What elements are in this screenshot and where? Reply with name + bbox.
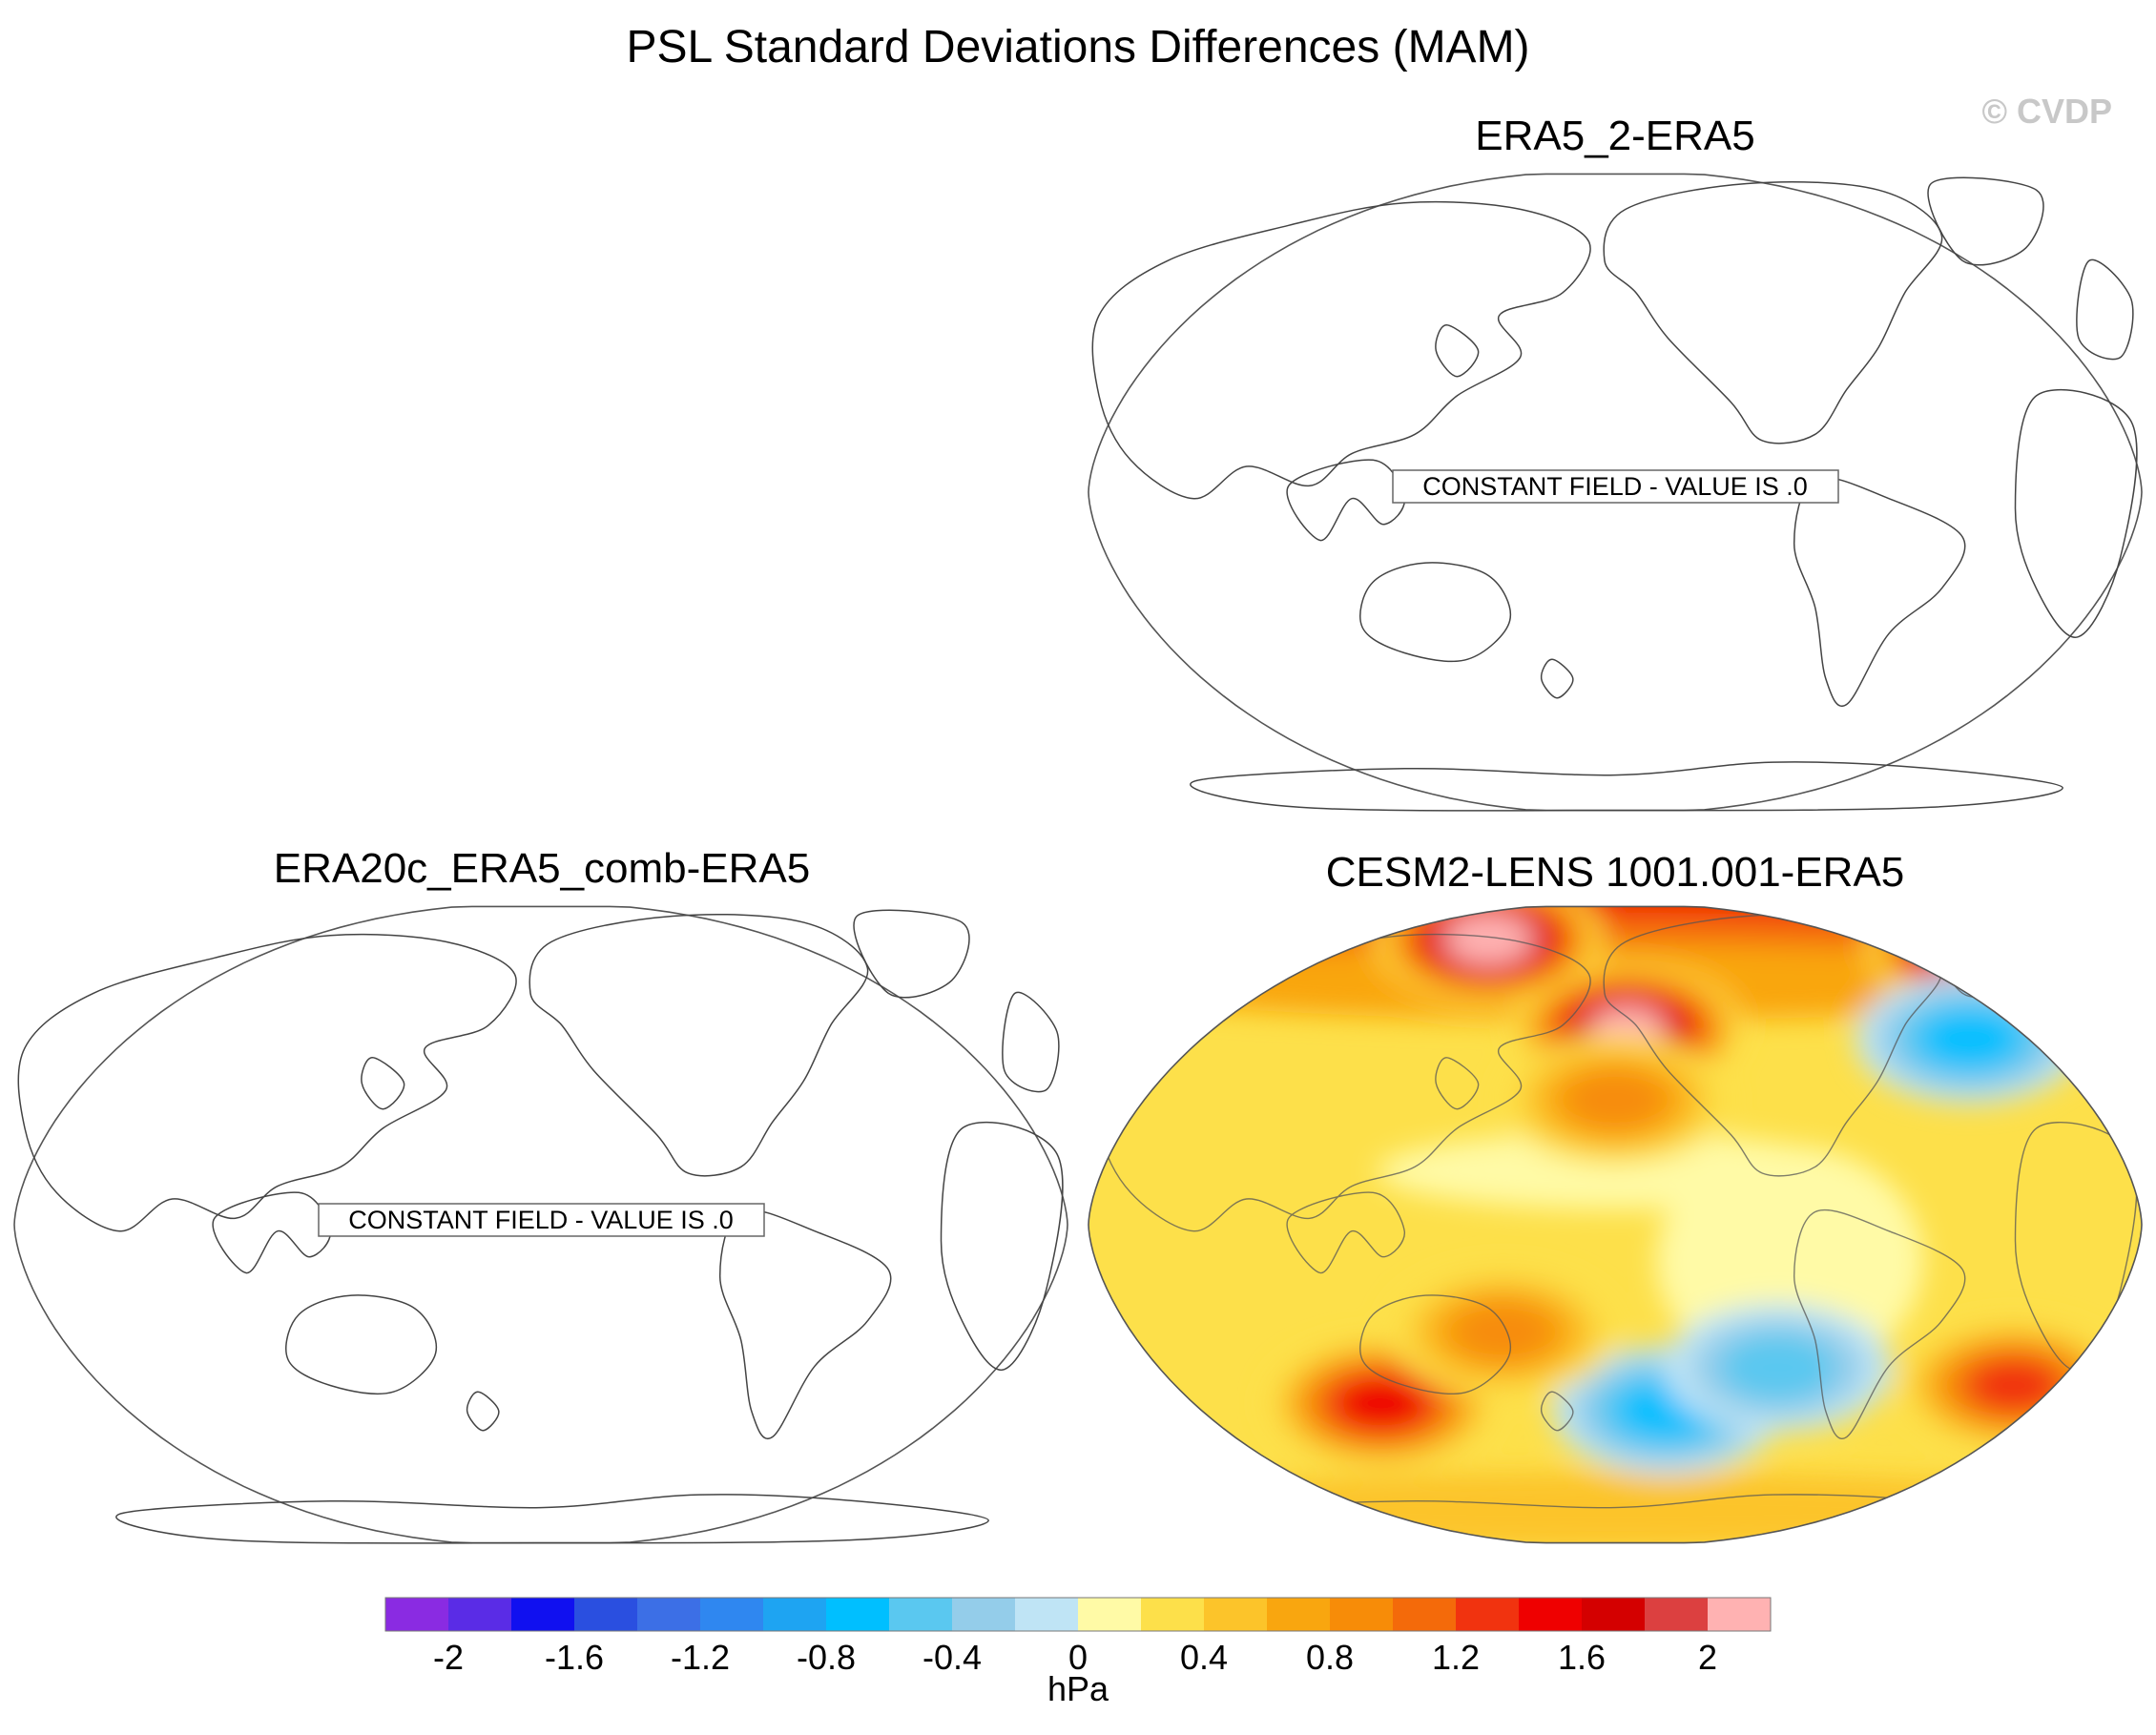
coastline [1603, 180, 1943, 444]
colorbar-tick-label: 0 [1068, 1638, 1088, 1677]
field-feature-arctic-max-2 [1942, 924, 2017, 968]
colorbar-swatch [1645, 1598, 1709, 1631]
field-feature-southern-indian-max [1340, 1379, 1423, 1428]
coastline [1927, 176, 2044, 266]
coastline [1286, 1191, 1405, 1274]
colorbar-swatch [1015, 1598, 1079, 1631]
coastlines [17, 909, 1064, 1544]
field-feature-south-pacific-min [1720, 1334, 1835, 1401]
coastline [853, 909, 970, 999]
colorbar-swatch [1708, 1598, 1772, 1631]
coastline [17, 933, 517, 1232]
colorbar-tick-label: -0.4 [923, 1638, 982, 1677]
field-feature-north-pacific-subtropical-max [1565, 1070, 1666, 1129]
colorbar-tick-label: -0.8 [797, 1638, 856, 1677]
colorbar-swatch [1393, 1598, 1457, 1631]
field-feature-south-atlantic-max [1970, 1360, 2057, 1411]
coastline [1359, 562, 1512, 663]
constant-field-label: CONSTANT FIELD - VALUE IS .0 [318, 1203, 765, 1237]
colorbar-swatch [1519, 1598, 1583, 1631]
colorbar: -2 -1.6 -1.2 -0.8 -0.4 0 0.4 0.8 1.2 1.6 2 [384, 1597, 1772, 1677]
coastline [2014, 389, 2138, 638]
colorbar-swatch [511, 1598, 575, 1631]
colorbar-swatch [763, 1598, 827, 1631]
colorbar-swatch [1267, 1598, 1331, 1631]
colorbar-swatch [448, 1598, 512, 1631]
constant-field-label: CONSTANT FIELD - VALUE IS .0 [1392, 469, 1839, 504]
panel-era20c: CONSTANT FIELD - VALUE IS .0 [13, 905, 1068, 1544]
coastline [466, 1391, 500, 1432]
panel-title-cesm2: CESM2-LENS 1001.001-ERA5 [1325, 849, 1905, 896]
colorbar-swatch [574, 1598, 638, 1631]
coastline [1091, 200, 1591, 500]
colorbar-swatch [385, 1598, 449, 1631]
colorbar-swatch [637, 1598, 701, 1631]
colorbar-tick-label: -1.2 [671, 1638, 730, 1677]
coastline [1286, 459, 1405, 542]
colorbar-swatch [1204, 1598, 1268, 1631]
colorbar-swatch [889, 1598, 953, 1631]
colorbar-swatch [1141, 1598, 1205, 1631]
constant-field-text: CONSTANT FIELD - VALUE IS .0 [1422, 472, 1808, 501]
field-feature-arctic-max-1 [1452, 917, 1525, 960]
coastline [529, 913, 869, 1177]
figure-title: PSL Standard Deviations Differences (MAM… [626, 22, 1530, 72]
coastline [1793, 476, 1966, 707]
constant-field-text: CONSTANT FIELD - VALUE IS .0 [348, 1206, 734, 1234]
colorbar-swatch [700, 1598, 764, 1631]
coastline [1793, 1208, 1966, 1439]
field-feature-arctic-max-2 [1935, 919, 2024, 973]
field-feature-arctic-max-2 [1896, 906, 2063, 994]
colorbar-tick-label: -2 [433, 1638, 464, 1677]
panel-cesm2 [1088, 905, 2143, 1544]
coastline [361, 1057, 405, 1110]
colorbar-swatch [1078, 1598, 1142, 1631]
colorbar-swatch [952, 1598, 1016, 1631]
coastline [285, 1294, 438, 1395]
coastline [2076, 258, 2134, 361]
coastline [1435, 324, 1480, 378]
colorbar-tick-label: 0.8 [1306, 1638, 1354, 1677]
colorbar-tick-label: 2 [1698, 1638, 1717, 1677]
coastline [940, 1122, 1064, 1371]
coastline [1190, 761, 2063, 812]
colorbar-swatch [1456, 1598, 1520, 1631]
map-outline [1088, 905, 2143, 1544]
colorbar-tick-label: 1.6 [1558, 1638, 1606, 1677]
coastline [2076, 991, 2134, 1093]
colorbar-swatch [1330, 1598, 1394, 1631]
cvdp-watermark: © CVDP [1981, 92, 2112, 131]
colorbar-swatch [826, 1598, 890, 1631]
field-feature-arctic-max-2 [1927, 916, 2032, 977]
colorbar-unit-label: hPa [1047, 1669, 1109, 1708]
colorbar-tick-label: 0.4 [1180, 1638, 1228, 1677]
field-feature-australia-max [1452, 1302, 1553, 1361]
coastline [718, 1208, 892, 1439]
field-feature-arctic-max-2 [1919, 911, 2040, 981]
panel-title-era5-2: ERA5_2-ERA5 [1475, 113, 1755, 159]
coastline [212, 1191, 331, 1274]
coastline [1359, 1294, 1512, 1394]
coastline [1435, 1057, 1480, 1110]
panel-title-era20c: ERA20c_ERA5_comb-ERA5 [273, 845, 811, 892]
field-band [1088, 1472, 2142, 1543]
colorbar-border [384, 1597, 1772, 1632]
colorbar-tick-label: 1.2 [1432, 1638, 1480, 1677]
field-feature-arctic-max-2 [1903, 906, 2055, 990]
coastline [1540, 1391, 1574, 1432]
coastlines [1091, 176, 2138, 812]
coastline [1540, 658, 1574, 699]
colorbar-tick-label: -1.6 [545, 1638, 604, 1677]
coastline [115, 1494, 989, 1544]
coastline [1002, 991, 1060, 1093]
field-feature-north-atlantic-min [1919, 1009, 2021, 1068]
panel-era5-2: CONSTANT FIELD - VALUE IS .0 [1088, 173, 2143, 812]
colorbar-swatch [1582, 1598, 1646, 1631]
